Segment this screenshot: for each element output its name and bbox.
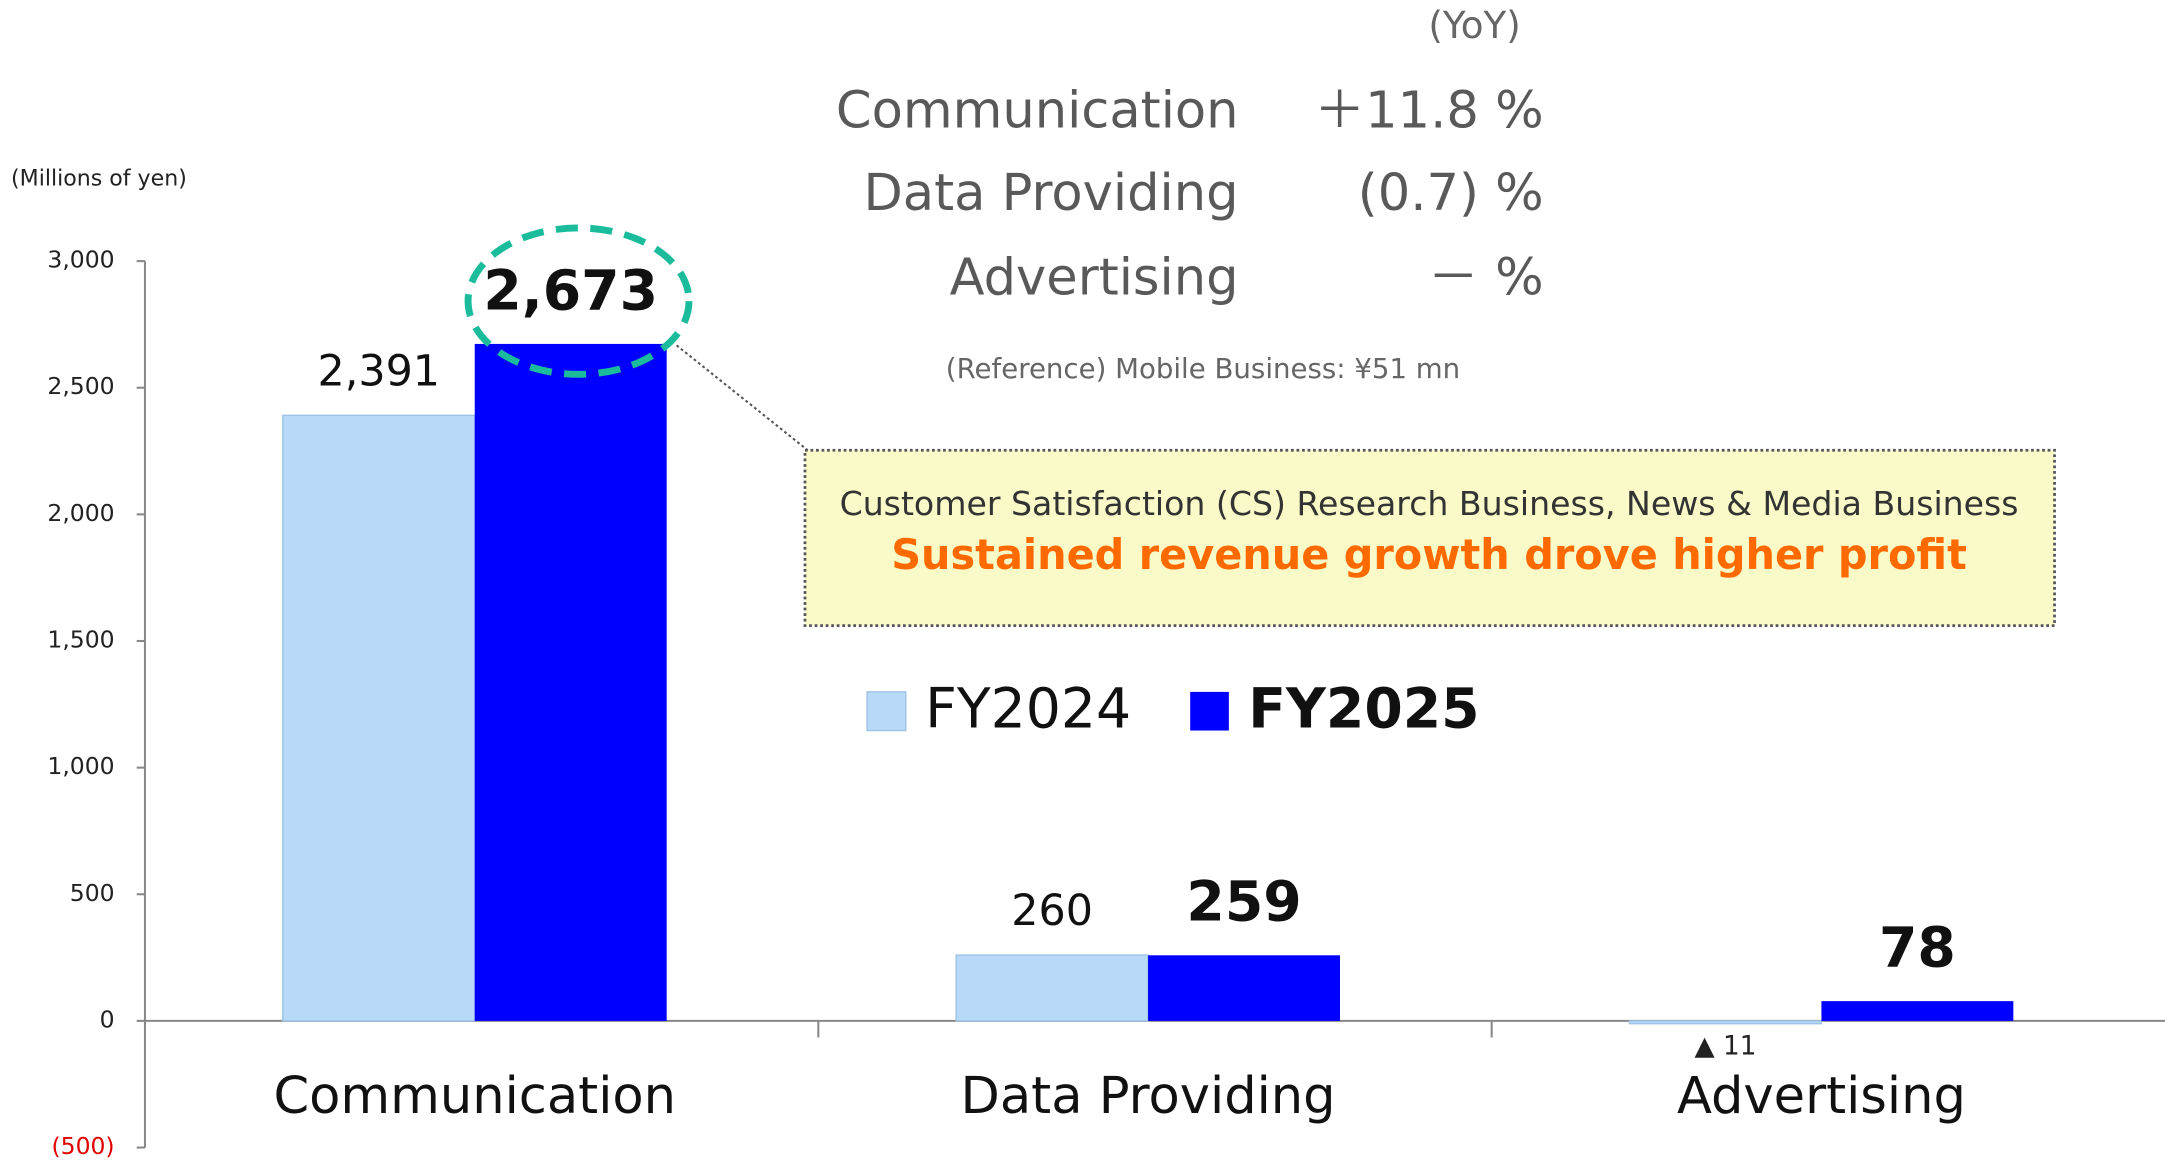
callout-box bbox=[803, 448, 2056, 627]
yoy-value: － % bbox=[1428, 248, 1544, 307]
callout-line: Customer Satisfaction (CS) Research Busi… bbox=[840, 484, 2019, 523]
bar bbox=[955, 954, 1149, 1022]
x-tick-label: Advertising bbox=[1677, 1067, 1966, 1126]
y-tick-label: 1,500 bbox=[47, 625, 114, 653]
legend-label: FY2025 bbox=[1248, 678, 1479, 742]
y-tick-label: 2,000 bbox=[47, 499, 114, 527]
y-tick-label: 2,500 bbox=[47, 372, 114, 400]
value-label: 2,673 bbox=[483, 259, 658, 323]
yoy-name: Data Providing bbox=[863, 164, 1238, 223]
value-label: 260 bbox=[1011, 886, 1093, 936]
yoy-header: (YoY) bbox=[1428, 3, 1520, 47]
yoy-value: (0.7) % bbox=[1358, 164, 1544, 223]
y-tick-label: 500 bbox=[70, 879, 115, 907]
legend-swatch bbox=[866, 691, 907, 732]
bar bbox=[1148, 955, 1341, 1021]
bar bbox=[474, 343, 667, 1021]
legend-swatch bbox=[1190, 691, 1229, 731]
legend-label: FY2024 bbox=[925, 678, 1131, 742]
value-label: 78 bbox=[1879, 917, 1956, 981]
bar bbox=[1628, 1020, 1823, 1025]
yoy-name: Advertising bbox=[950, 248, 1239, 307]
value-label: 2,391 bbox=[318, 346, 441, 396]
yoy-value: ＋11.8 % bbox=[1314, 81, 1544, 140]
bar bbox=[282, 414, 476, 1022]
value-label: 259 bbox=[1186, 871, 1301, 935]
y-tick-label: (500) bbox=[51, 1132, 114, 1160]
callout-headline: Sustained revenue growth drove higher pr… bbox=[891, 531, 1967, 579]
y-tick-label: 3,000 bbox=[47, 246, 114, 274]
yoy-name: Communication bbox=[836, 81, 1239, 140]
y-tick-label: 0 bbox=[100, 1005, 115, 1033]
x-tick-label: Data Providing bbox=[961, 1067, 1336, 1126]
connector bbox=[675, 344, 809, 452]
y-tick-label: 1,000 bbox=[47, 752, 114, 780]
y-axis-label: (Millions of yen) bbox=[11, 166, 187, 192]
value-label: ▲ 11 bbox=[1695, 1032, 1757, 1062]
bar bbox=[1821, 1001, 2014, 1021]
highlight-ring bbox=[464, 224, 693, 378]
reference-note: (Reference) Mobile Business: ¥51 mn bbox=[946, 352, 1460, 385]
x-tick-label: Communication bbox=[273, 1067, 676, 1126]
